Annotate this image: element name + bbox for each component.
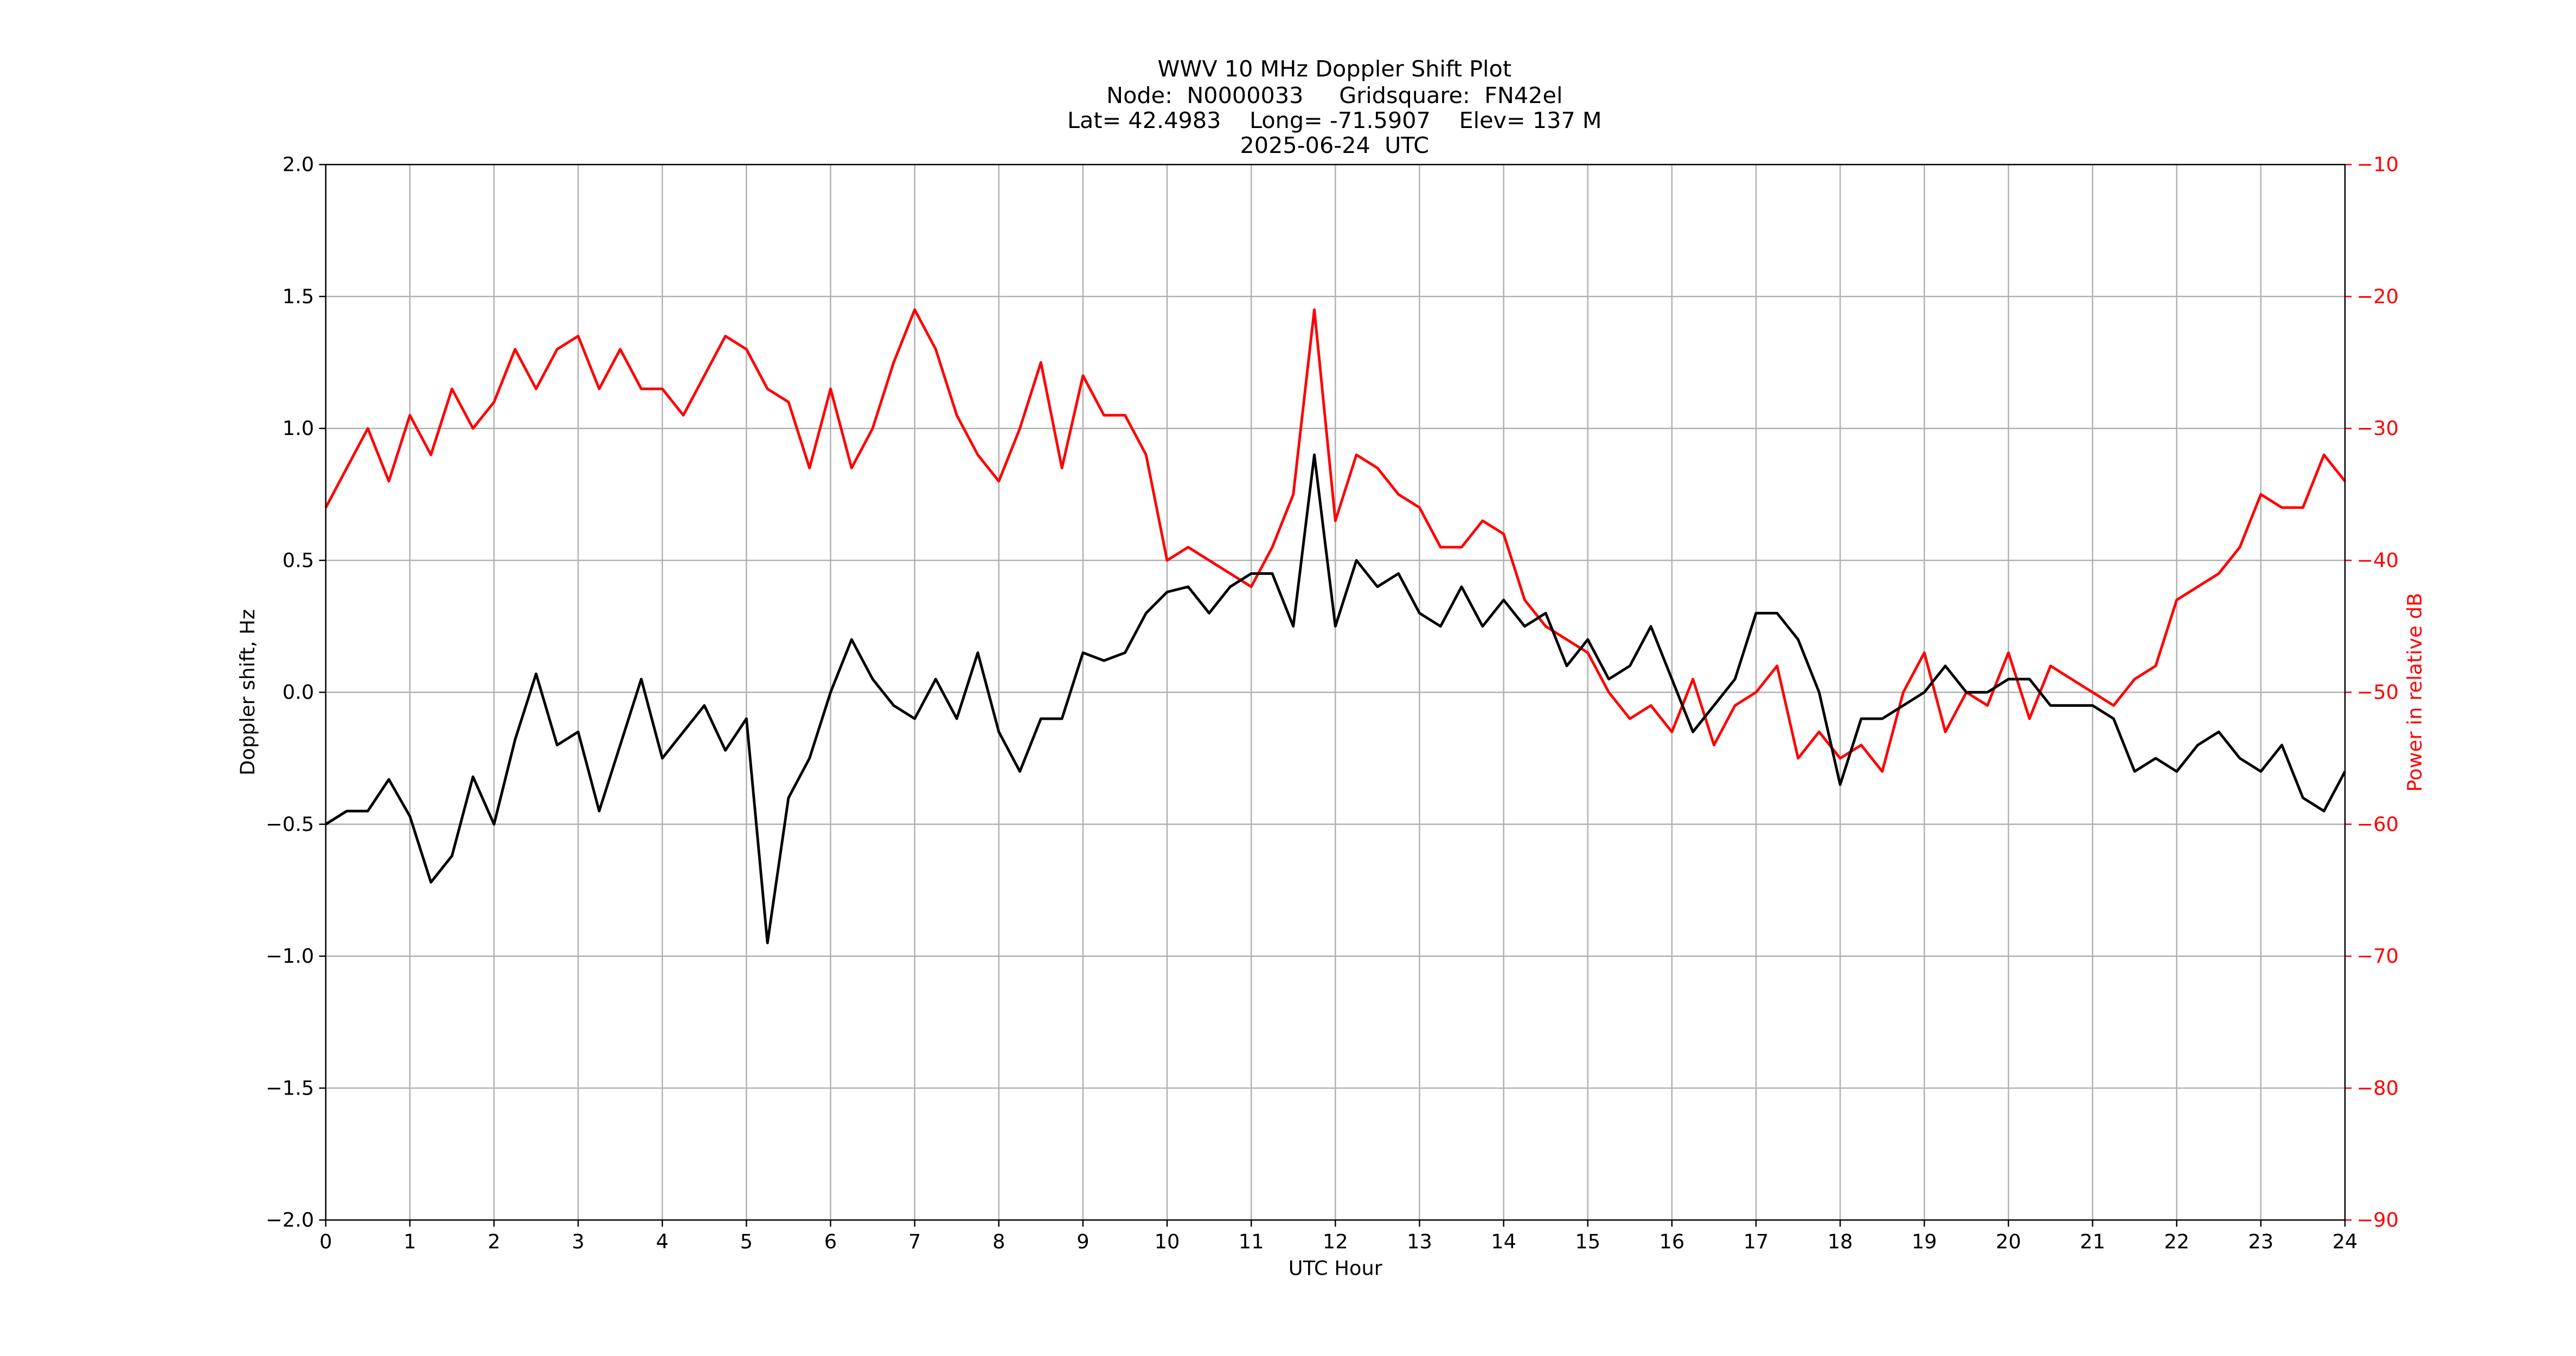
y-axis-label: Doppler shift, Hz <box>236 609 259 776</box>
x-tick-label: 20 <box>1996 1230 2021 1253</box>
x-tick-label: 11 <box>1239 1230 1264 1253</box>
y2-axis-label: Power in relative dB <box>2403 593 2426 792</box>
y2-tick-label: −70 <box>2356 944 2399 968</box>
x-tick-label: 24 <box>2333 1230 2358 1253</box>
x-tick-label: 2 <box>488 1230 500 1253</box>
y2-tick-label: −20 <box>2356 285 2399 308</box>
x-tick-label: 0 <box>319 1230 332 1253</box>
chart-subtitle: 2025-06-24 UTC <box>1240 132 1429 158</box>
y2-tick-label: −10 <box>2356 153 2399 176</box>
x-tick-label: 15 <box>1575 1230 1600 1253</box>
x-tick-label: 6 <box>824 1230 837 1253</box>
x-axis-label: UTC Hour <box>1289 1256 1383 1280</box>
y-tick-label: −0.5 <box>266 813 314 836</box>
y-tick-label: 1.5 <box>283 285 314 308</box>
chart-title: WWV 10 MHz Doppler Shift Plot <box>1158 56 1512 82</box>
x-tick-label: 19 <box>1912 1230 1937 1253</box>
y-tick-label: 2.0 <box>283 153 314 176</box>
chart-subtitle: Node: N0000033 Gridsquare: FN42el <box>1106 82 1562 108</box>
y2-tick-label: −50 <box>2356 681 2399 704</box>
series-line <box>324 308 2346 773</box>
y-tick-label: −2.0 <box>266 1208 314 1232</box>
x-tick-label: 23 <box>2248 1230 2273 1253</box>
y2-tick-label: −60 <box>2356 813 2399 836</box>
y2-tick-label: −90 <box>2356 1208 2399 1232</box>
x-tick-label: 17 <box>1744 1230 1769 1253</box>
x-tick-label: 3 <box>572 1230 584 1253</box>
x-tick-label: 10 <box>1155 1230 1180 1253</box>
x-tick-label: 9 <box>1076 1230 1089 1253</box>
y-tick-label: 1.0 <box>283 417 314 440</box>
y-tick-label: 0.5 <box>283 548 314 572</box>
chart-subtitle: Lat= 42.4983 Long= -71.5907 Elev= 137 M <box>1067 107 1602 133</box>
x-tick-label: 16 <box>1659 1230 1684 1253</box>
y2-tick-label: −40 <box>2356 548 2399 572</box>
x-tick-label: 8 <box>992 1230 1005 1253</box>
y2-tick-label: −80 <box>2356 1076 2399 1099</box>
x-tick-label: 1 <box>403 1230 416 1253</box>
y-tick-label: −1.5 <box>266 1076 314 1099</box>
y-tick-label: −1.0 <box>266 944 314 968</box>
x-tick-label: 13 <box>1407 1230 1432 1253</box>
x-tick-label: 14 <box>1491 1230 1516 1253</box>
series-line <box>325 453 2347 944</box>
x-tick-label: 7 <box>908 1230 921 1253</box>
x-tick-label: 18 <box>1828 1230 1853 1253</box>
x-tick-label: 5 <box>740 1230 753 1253</box>
y2-tick-label: −30 <box>2356 417 2399 440</box>
y-tick-label: 0.0 <box>283 681 314 704</box>
plot-frame <box>325 164 2346 1221</box>
x-tick-label: 12 <box>1323 1230 1348 1253</box>
x-tick-label: 22 <box>2164 1230 2189 1253</box>
x-tick-label: 4 <box>656 1230 669 1253</box>
x-tick-label: 21 <box>2080 1230 2105 1253</box>
